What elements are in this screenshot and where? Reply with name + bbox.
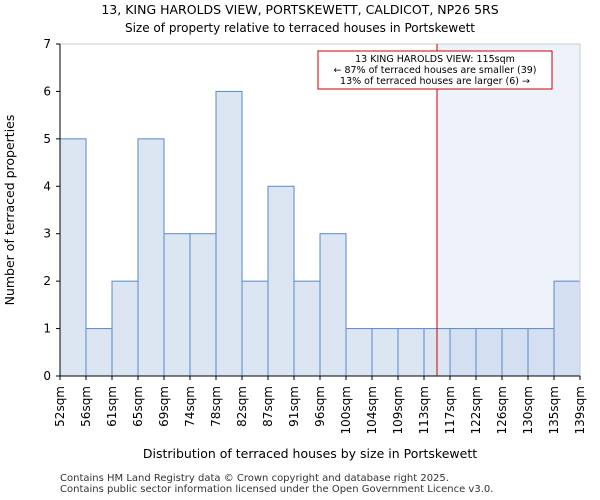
y-tick-label-4: 4	[43, 179, 51, 193]
y-tick-label-6: 6	[43, 84, 51, 98]
bar-91sqm	[293, 280, 321, 377]
x-tick-label-74sqm: 74sqm	[183, 386, 197, 427]
bar-109sqm	[397, 328, 425, 377]
bar-104sqm	[371, 328, 399, 377]
y-tick-label-5: 5	[43, 132, 51, 146]
x-tick-label-139sqm: 139sqm	[573, 386, 587, 434]
annotation-line2: ← 87% of terraced houses are smaller (39…	[333, 65, 536, 76]
x-tick-label-135sqm: 135sqm	[547, 386, 561, 434]
x-tick-label-91sqm: 91sqm	[287, 386, 301, 427]
y-tick-label-7: 7	[43, 37, 51, 51]
footer-licence: Contains public sector information licen…	[60, 484, 494, 495]
annotation-box	[317, 50, 553, 90]
x-tick-label-100sqm: 100sqm	[339, 386, 353, 434]
x-tick-label-113sqm: 113sqm	[417, 386, 431, 434]
y-tick-label-0: 0	[43, 369, 51, 383]
y-tick-label-1: 1	[43, 322, 51, 336]
bar-117sqm	[449, 328, 477, 377]
x-tick-label-96sqm: 96sqm	[313, 386, 327, 427]
x-tick-label-69sqm: 69sqm	[157, 386, 171, 427]
annotation-line3: 13% of terraced houses are larger (6) →	[340, 76, 530, 87]
bar-82sqm	[241, 280, 269, 377]
chart-title: 13, KING HAROLDS VIEW, PORTSKEWETT, CALD…	[101, 2, 499, 17]
bar-122sqm	[475, 328, 503, 377]
x-tick-label-65sqm: 65sqm	[131, 386, 145, 427]
x-tick-label-52sqm: 52sqm	[53, 386, 67, 427]
x-tick-label-117sqm: 117sqm	[443, 386, 457, 434]
bar-65sqm	[137, 138, 165, 377]
bar-126sqm	[501, 328, 529, 377]
x-tick-label-61sqm: 61sqm	[105, 386, 119, 427]
bar-130sqm	[527, 328, 555, 377]
bar-78sqm	[215, 90, 243, 377]
x-tick-label-87sqm: 87sqm	[261, 386, 275, 427]
bar-96sqm	[319, 233, 347, 377]
annotation-line1: 13 KING HAROLDS VIEW: 115sqm	[355, 54, 515, 65]
y-tick-label-3: 3	[43, 227, 51, 241]
y-axis-label: Number of terraced properties	[2, 115, 17, 306]
chart-subtitle: Size of property relative to terraced ho…	[124, 21, 476, 35]
bar-135sqm	[553, 280, 581, 377]
x-tick-label-104sqm: 104sqm	[365, 386, 379, 434]
x-tick-label-126sqm: 126sqm	[495, 386, 509, 434]
x-tick-label-78sqm: 78sqm	[209, 386, 223, 427]
bar-52sqm	[59, 138, 87, 377]
bar-61sqm	[111, 280, 139, 377]
x-tick-label-130sqm: 130sqm	[521, 386, 535, 434]
bar-100sqm	[345, 328, 373, 377]
x-tick-label-122sqm: 122sqm	[469, 386, 483, 434]
histogram-chart: 0 1 2 3 4 5 6 7 52sqm 56sqm 61sqm 65sqm 69sqm 74sqm 78…	[2, 37, 587, 461]
footer-copyright: Contains HM Land Registry data © Crown c…	[60, 473, 449, 484]
y-tick-label-2: 2	[43, 274, 51, 288]
bar-69sqm	[163, 233, 191, 377]
x-tick-label-109sqm: 109sqm	[391, 386, 405, 434]
x-tick-label-82sqm: 82sqm	[235, 386, 249, 427]
bar-87sqm	[267, 185, 295, 377]
bar-56sqm	[85, 328, 113, 377]
bar-74sqm	[189, 233, 217, 377]
x-tick-label-56sqm: 56sqm	[79, 386, 93, 427]
x-axis-label: Distribution of terraced houses by size …	[143, 446, 477, 461]
